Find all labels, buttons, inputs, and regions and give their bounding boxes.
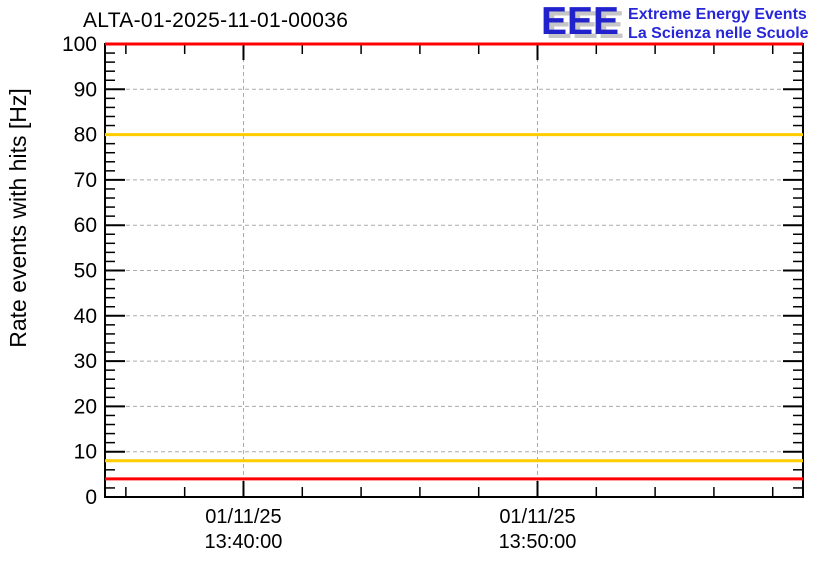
y-tick-label: 10 bbox=[74, 441, 97, 464]
eee-logo: EEE Extreme Energy Events La Scienza nel… bbox=[541, 0, 809, 43]
y-tick-label: 0 bbox=[85, 486, 97, 509]
x-tick-label-date: 01/11/25 bbox=[205, 506, 281, 528]
eee-logo-text: Extreme Energy Events La Scienza nelle S… bbox=[628, 3, 809, 43]
y-tick-label: 60 bbox=[74, 214, 97, 237]
eee-logo-line1: Extreme Energy Events bbox=[628, 6, 807, 23]
eee-logo-acronym: EEE bbox=[541, 0, 620, 43]
y-tick-label: 50 bbox=[74, 260, 97, 283]
y-tick-label: 70 bbox=[74, 169, 97, 192]
y-axis-title: Rate events with hits [Hz] bbox=[5, 88, 31, 348]
eee-logo-line2: La Scienza nelle Scuole bbox=[628, 25, 809, 42]
y-tick-label: 20 bbox=[74, 395, 97, 418]
y-tick-label: 30 bbox=[74, 350, 97, 373]
y-tick-label: 80 bbox=[74, 124, 97, 147]
plot-frame bbox=[104, 43, 804, 498]
page-title: ALTA-01-2025-11-01-00036 bbox=[83, 9, 349, 32]
x-tick-label-date: 01/11/25 bbox=[499, 506, 575, 528]
y-tick-label: 90 bbox=[74, 78, 97, 101]
x-tick-label-time: 13:50:00 bbox=[499, 531, 577, 553]
y-tick-label: 100 bbox=[62, 33, 97, 56]
x-tick-label-time: 13:40:00 bbox=[205, 531, 283, 553]
y-tick-label: 40 bbox=[74, 305, 97, 328]
